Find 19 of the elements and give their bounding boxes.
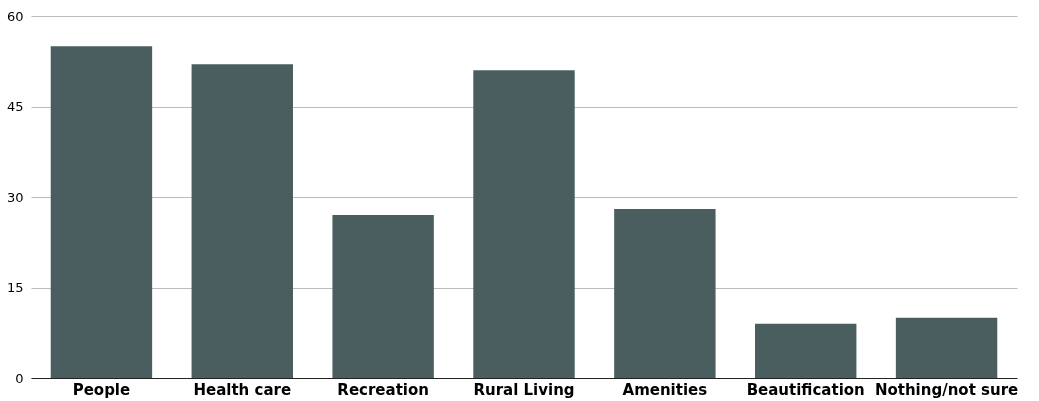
bar <box>191 64 293 378</box>
x-tick-label: Health care <box>193 380 292 399</box>
y-tick-label: 0 <box>15 370 24 386</box>
x-tick-label: People <box>72 380 131 399</box>
bar <box>895 317 998 378</box>
y-tick-label: 45 <box>6 99 24 114</box>
y-tick-label: 60 <box>6 8 24 24</box>
bar <box>332 215 434 378</box>
x-tick-label: Recreation <box>337 380 429 399</box>
bar <box>614 209 716 378</box>
bar <box>50 46 153 378</box>
bar <box>755 323 857 378</box>
y-tick-label: 15 <box>6 280 24 295</box>
y-tick-label: 30 <box>6 189 24 205</box>
x-tick-label: Rural Living <box>473 380 575 399</box>
bar <box>473 70 575 378</box>
x-tick-label: Amenities <box>622 380 708 399</box>
x-tick-label: Beautification <box>746 380 865 399</box>
x-tick-label: Nothing/not sure <box>874 380 1019 399</box>
